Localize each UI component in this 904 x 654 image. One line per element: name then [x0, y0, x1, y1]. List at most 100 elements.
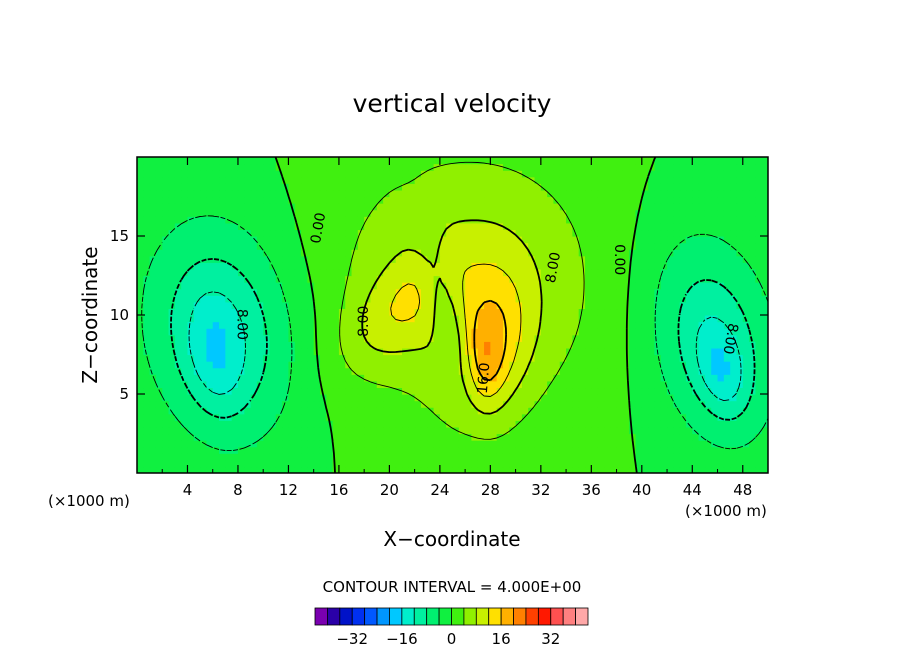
heatmap-cell	[345, 170, 353, 178]
heatmap-cell	[660, 459, 668, 468]
heatmap-cell	[635, 400, 643, 408]
heatmap-cell	[269, 189, 277, 198]
colorbar-swatch	[513, 607, 527, 626]
heatmap-cell	[515, 282, 523, 290]
heatmap-cell	[496, 440, 504, 448]
heatmap-cell	[742, 321, 750, 329]
heatmap-cell	[578, 440, 586, 448]
heatmap-cell	[616, 440, 624, 448]
heatmap-cell	[528, 367, 536, 375]
heatmap-cell	[408, 420, 416, 428]
heatmap-cell	[528, 295, 536, 303]
heatmap-cell	[610, 387, 618, 395]
heatmap-cell	[616, 453, 624, 461]
heatmap-cell	[364, 301, 372, 310]
heatmap-cell	[521, 374, 529, 382]
heatmap-cell	[282, 282, 290, 290]
heatmap-cell	[256, 209, 264, 217]
heatmap-cell	[547, 321, 555, 329]
heatmap-cell	[755, 347, 763, 356]
heatmap-cell	[288, 189, 296, 198]
heatmap-cell	[389, 196, 397, 204]
heatmap-cell	[667, 407, 674, 415]
heatmap-cell	[477, 354, 485, 362]
heatmap-cell	[294, 361, 302, 369]
heatmap-cell	[427, 282, 435, 290]
heatmap-cell	[465, 459, 473, 468]
heatmap-cell	[200, 222, 208, 231]
heatmap-cell	[742, 328, 750, 336]
heatmap-cell	[528, 380, 536, 389]
heatmap-cell	[515, 440, 523, 448]
heatmap-cell	[200, 328, 208, 336]
heatmap-cell	[673, 183, 681, 191]
heatmap-cell	[351, 400, 359, 408]
heatmap-cell	[200, 440, 208, 448]
heatmap-cell	[603, 367, 611, 375]
heatmap-cell	[610, 334, 618, 342]
heatmap-cell	[427, 176, 435, 184]
heatmap-cell	[521, 176, 529, 184]
heatmap-cell	[723, 222, 731, 231]
heatmap-cell	[534, 380, 542, 389]
heatmap-cell	[540, 249, 548, 257]
heatmap-cell	[225, 361, 233, 369]
y-axis-label: Z−coordinate	[78, 246, 102, 383]
heatmap-cell	[755, 170, 763, 178]
heatmap-cell	[439, 354, 447, 362]
heatmap-cell	[395, 420, 403, 428]
heatmap-cell	[496, 216, 504, 224]
heatmap-cell	[698, 249, 706, 257]
heatmap-cell	[200, 196, 208, 204]
heatmap-cell	[301, 341, 308, 349]
heatmap-cell	[660, 163, 668, 171]
heatmap-cell	[477, 157, 485, 165]
heatmap-cell	[717, 387, 725, 395]
heatmap-cell	[370, 157, 378, 165]
heatmap-cell	[168, 288, 176, 296]
heatmap-cell	[155, 176, 163, 184]
heatmap-cell	[509, 420, 517, 428]
heatmap-cell	[465, 222, 473, 231]
heatmap-cell	[484, 315, 491, 323]
heatmap-cell	[629, 229, 637, 237]
heatmap-cell	[490, 446, 498, 454]
heatmap-cell	[402, 308, 409, 316]
heatmap-cell	[250, 394, 258, 402]
x-unit-label-secondary: (×1000 m)	[685, 502, 767, 520]
heatmap-cell	[660, 354, 668, 362]
heatmap-cell	[534, 308, 542, 316]
heatmap-cell	[181, 196, 189, 204]
heatmap-cell	[667, 308, 674, 316]
heatmap-cell	[402, 315, 409, 323]
heatmap-cell	[458, 255, 466, 263]
heatmap-cell	[585, 446, 592, 454]
heatmap-cell	[641, 433, 649, 441]
heatmap-cell	[528, 209, 536, 217]
heatmap-cell	[553, 170, 561, 178]
heatmap-cell	[181, 354, 189, 362]
heatmap-cell	[256, 334, 264, 342]
heatmap-cell	[736, 203, 744, 211]
heatmap-cell	[679, 275, 687, 283]
heatmap-cell	[566, 374, 573, 382]
heatmap-cell	[717, 420, 725, 428]
heatmap-cell	[471, 361, 479, 369]
heatmap-cell	[635, 334, 643, 342]
heatmap-cell	[282, 334, 290, 342]
heatmap-cell	[578, 400, 586, 408]
heatmap-cell	[174, 203, 182, 211]
heatmap-cell	[477, 341, 485, 349]
heatmap-cell	[414, 459, 422, 468]
heatmap-cell	[370, 308, 378, 316]
heatmap-cell	[263, 288, 271, 296]
heatmap-cell	[427, 354, 435, 362]
heatmap-cell	[635, 453, 643, 461]
heatmap-cell	[364, 347, 372, 356]
heatmap-cell	[364, 229, 372, 237]
heatmap-cell	[446, 394, 454, 402]
heatmap-cell	[465, 288, 473, 296]
heatmap-cell	[515, 196, 523, 204]
heatmap-cell	[402, 242, 409, 250]
heatmap-cell	[528, 440, 536, 448]
